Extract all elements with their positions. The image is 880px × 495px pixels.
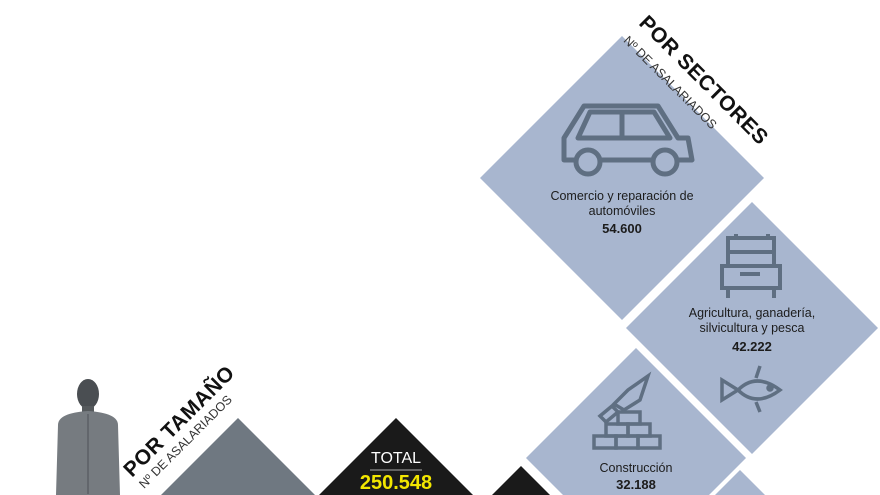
total-label: TOTAL	[370, 450, 422, 467]
bricks-trowel-icon	[592, 371, 662, 450]
sector-diamond-partial	[715, 470, 765, 495]
businessman-image	[56, 379, 120, 495]
sector-label-construccion: Construcción	[599, 461, 673, 475]
size-triangle	[161, 418, 315, 495]
small-black-diamond	[492, 466, 550, 495]
total-value: 250.548	[359, 472, 433, 494]
sector-label-comercio: Comercio y reparación de automóviles	[550, 189, 694, 218]
sector-label-agricultura: Agricultura, ganadería, silvicultura y p…	[688, 306, 816, 335]
sector-diamond-comercio	[480, 36, 764, 320]
car-icon	[561, 103, 695, 177]
sector-diamond-construccion	[526, 348, 746, 495]
tractor-icon	[720, 234, 782, 298]
sector-value-agricultura: 42.222	[732, 339, 772, 354]
sector-value-comercio: 54.600	[602, 221, 642, 236]
total-diamond	[319, 418, 473, 495]
fish-icon	[720, 365, 783, 413]
sector-diamond-agricultura	[626, 202, 878, 454]
sector-value-construccion: 32.188	[616, 477, 656, 492]
